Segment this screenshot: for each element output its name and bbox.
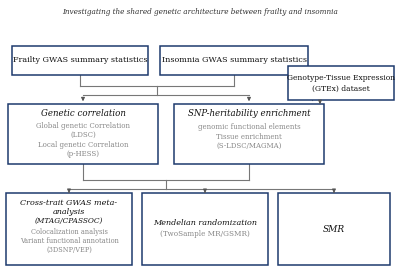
Text: Cross-trait GWAS meta-: Cross-trait GWAS meta- [20, 199, 118, 207]
Bar [142, 193, 268, 265]
Text: Frailty GWAS summary statistics: Frailty GWAS summary statistics [13, 56, 147, 64]
Text: genomic functional elements: genomic functional elements [198, 123, 300, 131]
Bar [160, 46, 308, 75]
Text: (p-HESS): (p-HESS) [66, 150, 100, 158]
Bar [8, 104, 158, 164]
Text: Tissue enrichment: Tissue enrichment [216, 133, 282, 141]
Bar [174, 104, 324, 164]
Text: (LDSC): (LDSC) [70, 130, 96, 139]
Text: (3DSNP/VEP): (3DSNP/VEP) [46, 246, 92, 254]
Text: (TwoSample MR/GSMR): (TwoSample MR/GSMR) [160, 230, 250, 238]
Text: Colocalization analysis: Colocalization analysis [30, 229, 108, 236]
Text: Genotype-Tissue Expression
(GTEx) dataset: Genotype-Tissue Expression (GTEx) datase… [287, 74, 395, 93]
Bar [6, 193, 132, 265]
Text: Local genetic Correlation: Local genetic Correlation [38, 141, 128, 149]
Text: SNP-heritability enrichment: SNP-heritability enrichment [188, 109, 310, 118]
Text: (MTAG/CPASSOC): (MTAG/CPASSOC) [35, 217, 103, 225]
Text: Global genetic Correlation: Global genetic Correlation [36, 122, 130, 130]
Text: Genetic correlation: Genetic correlation [40, 109, 126, 118]
Text: Insomnia GWAS summary statistics: Insomnia GWAS summary statistics [162, 56, 306, 64]
Bar [12, 46, 148, 75]
Text: Variant functional annotation: Variant functional annotation [20, 237, 118, 245]
Text: (S-LDSC/MAGMA): (S-LDSC/MAGMA) [216, 142, 282, 150]
Text: Investigating the shared genetic architecture between frailty and insomnia: Investigating the shared genetic archite… [62, 8, 338, 16]
Text: analysis: analysis [53, 208, 85, 216]
Text: Mendelian randomization: Mendelian randomization [153, 219, 257, 227]
Bar [288, 66, 394, 100]
Bar [278, 193, 390, 265]
Text: SMR: SMR [323, 225, 345, 234]
